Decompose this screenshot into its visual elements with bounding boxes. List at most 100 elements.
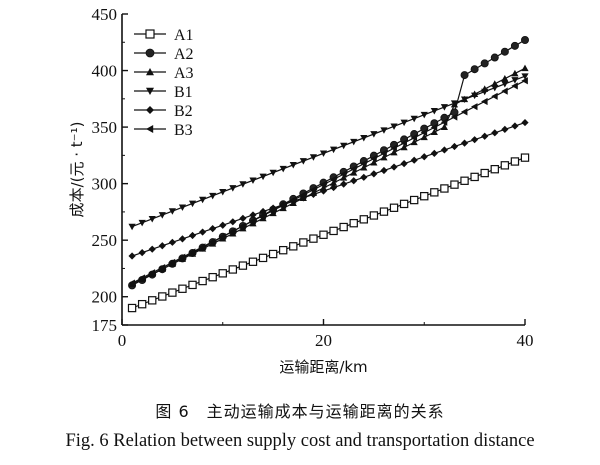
data-point — [370, 158, 378, 166]
data-point — [440, 146, 448, 154]
data-point — [188, 231, 197, 240]
series-a1 — [127, 153, 530, 313]
x-axis-title: 运输距离/km — [279, 358, 367, 376]
data-point — [430, 123, 438, 132]
data-point — [481, 132, 489, 140]
data-point — [188, 248, 196, 256]
series-b2 — [128, 118, 529, 260]
data-point — [148, 245, 156, 253]
data-point — [521, 36, 530, 45]
data-point — [440, 184, 449, 193]
legend-label: B1 — [174, 84, 193, 101]
data-point — [249, 177, 257, 184]
data-point — [410, 134, 418, 142]
x-tick-label: 20 — [315, 331, 332, 350]
legend-item-b1: B1 — [134, 84, 193, 101]
series-line — [131, 75, 526, 228]
legend-item-a2: A2 — [134, 46, 194, 63]
data-point — [501, 81, 509, 88]
data-point — [229, 185, 237, 192]
data-point — [380, 127, 388, 134]
legend-label: A3 — [174, 65, 194, 82]
legend-marker — [146, 125, 154, 133]
data-point — [410, 138, 418, 146]
data-point — [360, 135, 368, 142]
data-point — [249, 217, 256, 225]
data-point — [128, 252, 136, 260]
legend-label: B2 — [174, 103, 193, 120]
data-point — [350, 165, 357, 173]
y-tick-label: 250 — [92, 231, 118, 250]
data-point — [430, 149, 438, 157]
data-point — [410, 156, 418, 164]
data-point — [521, 77, 528, 85]
data-point — [370, 131, 378, 138]
data-point — [158, 292, 167, 301]
data-point — [420, 133, 428, 141]
data-point — [329, 179, 338, 186]
data-point — [219, 221, 227, 229]
data-point — [309, 234, 318, 243]
data-point — [491, 84, 499, 92]
data-point — [480, 168, 489, 178]
series-layer — [127, 36, 530, 313]
data-point — [209, 192, 217, 200]
data-point — [400, 143, 408, 151]
data-point — [158, 242, 166, 250]
data-point — [481, 88, 489, 96]
data-point — [420, 129, 428, 137]
data-point — [127, 303, 137, 313]
data-point — [148, 269, 156, 277]
data-point — [501, 87, 508, 95]
data-point — [340, 180, 348, 188]
data-point — [389, 203, 399, 212]
data-point — [339, 222, 348, 232]
data-point — [299, 194, 307, 202]
data-point — [471, 103, 478, 111]
data-point — [249, 219, 257, 227]
data-point — [390, 123, 398, 130]
data-point — [450, 113, 458, 121]
data-point — [299, 191, 307, 199]
data-point — [269, 206, 277, 215]
data-point — [521, 73, 529, 80]
data-point — [329, 183, 338, 192]
figure-caption-english: Fig. 6 Relation between supply cost and … — [65, 431, 535, 451]
data-point — [440, 123, 448, 130]
data-point — [178, 235, 187, 243]
data-point — [510, 41, 519, 50]
data-point — [178, 253, 186, 261]
data-point — [360, 164, 368, 171]
data-point — [521, 118, 529, 127]
data-point — [500, 161, 510, 170]
data-point — [510, 157, 520, 166]
data-point — [239, 214, 247, 222]
data-point — [450, 180, 459, 189]
data-point — [178, 204, 187, 211]
data-point — [491, 92, 498, 100]
data-point — [178, 284, 187, 293]
data-point — [199, 228, 207, 236]
data-point — [229, 218, 237, 226]
data-point — [289, 196, 297, 204]
y-tick-label: 300 — [92, 175, 118, 194]
data-point — [400, 160, 408, 168]
data-point — [490, 53, 499, 62]
series-line — [131, 67, 526, 285]
data-point — [259, 214, 267, 222]
data-point — [249, 211, 257, 219]
data-point — [490, 164, 499, 174]
data-point — [380, 149, 387, 157]
data-point — [209, 238, 216, 246]
data-point — [340, 170, 347, 178]
legend-marker — [145, 29, 155, 39]
data-point — [289, 242, 298, 251]
data-point — [340, 142, 348, 150]
data-point — [239, 222, 246, 230]
data-point — [219, 189, 227, 196]
data-point — [440, 104, 448, 111]
data-point — [399, 199, 409, 209]
data-point — [400, 119, 408, 127]
data-point — [350, 138, 358, 146]
data-point — [128, 223, 136, 231]
